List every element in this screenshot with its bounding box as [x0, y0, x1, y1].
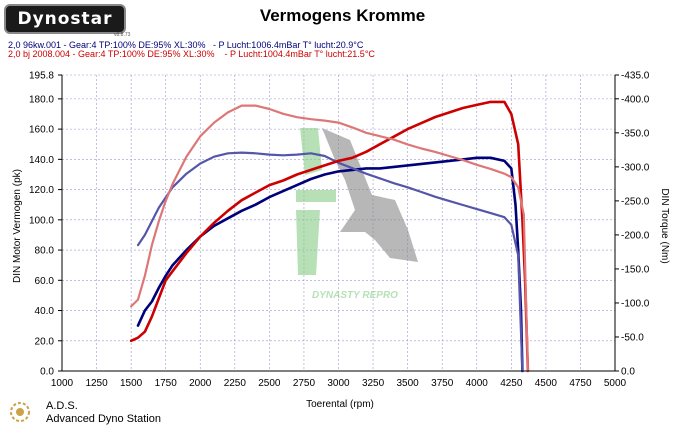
series-line-1-power — [136, 156, 524, 373]
x-tick-label: 3500 — [397, 378, 420, 389]
watermark-text: DYNASTY REPRO — [312, 290, 398, 301]
y2-tick-label: -150.0 — [621, 264, 650, 275]
y-tick-label: 180.0 — [29, 94, 54, 105]
y-tick-label: 40.0 — [35, 306, 55, 317]
x-tick-label: 5000 — [604, 378, 627, 389]
x-tick-label: 2500 — [258, 378, 281, 389]
y-tick-label: 60.0 — [35, 276, 55, 287]
ads-logo — [10, 402, 30, 422]
y2-tick-label: -250.0 — [621, 196, 650, 207]
chart-axes: 1000 1250 1500 1750 2000 2250 2500 2750 3000 3250… — [29, 71, 650, 390]
y2-axis-label: DIN Torque (Nm) — [659, 188, 670, 263]
y-tick-label: 120.0 — [29, 185, 54, 196]
run2-info: 2,0 bj 2008.004 - Gear:4 TP:100% DE:95% … — [8, 49, 375, 59]
y-tick-label: 100.0 — [29, 215, 54, 226]
series-line-4-torque — [130, 104, 530, 373]
x-tick-label: 1750 — [155, 378, 178, 389]
chart-series — [129, 100, 530, 373]
x-tick-label: 3000 — [327, 378, 350, 389]
watermark-logo: DYNASTY REPRO — [296, 128, 418, 301]
ads-subtitle: Advanced Dyno Station — [46, 413, 161, 425]
ads-company: A.D.S. — [46, 400, 78, 412]
watermark-dragon — [322, 128, 418, 262]
y2-tick-label: -400.0 — [621, 94, 650, 105]
dynostar-logo: Dynostar — [4, 4, 126, 34]
series-line-2-torque — [136, 151, 524, 373]
y2-tick-label: -350.0 — [621, 128, 650, 139]
watermark-shape — [296, 128, 336, 275]
logo-text: Dynostar — [17, 9, 113, 29]
x-tick-label: 4500 — [535, 378, 558, 389]
x-tick-label: 4000 — [466, 378, 489, 389]
y2-tick-label: -435.0 — [621, 71, 650, 82]
y-tick-label: 195.8 — [29, 71, 54, 82]
y-tick-label: 0.0 — [40, 367, 54, 378]
ads-footer: A.D.S. Advanced Dyno Station — [46, 400, 161, 426]
y2-tick-label: -100.0 — [621, 298, 650, 309]
logo-version: v8.8.73 — [114, 32, 131, 38]
x-tick-label: 1250 — [85, 378, 108, 389]
x-tick-label: 2250 — [224, 378, 247, 389]
y2-tick-label: 0.0 — [621, 367, 635, 378]
y2-tick-label: -200.0 — [621, 230, 650, 241]
x-tick-label: 1500 — [120, 378, 143, 389]
x-tick-label: 3750 — [431, 378, 454, 389]
x-tick-label: 1000 — [51, 378, 74, 389]
x-tick-label: 3250 — [362, 378, 385, 389]
x-tick-label: 2000 — [189, 378, 212, 389]
x-tick-label: 4750 — [569, 378, 592, 389]
chart-grid — [61, 74, 616, 372]
y-tick-label: 160.0 — [29, 125, 54, 136]
x-tick-label: 4250 — [500, 378, 523, 389]
y2-tick-label: -50.0 — [621, 332, 644, 343]
y-tick-label: 80.0 — [35, 246, 55, 257]
y-axis-label: DIN Motor Vermogen (pk) — [12, 169, 23, 283]
y-tick-label: 20.0 — [35, 336, 55, 347]
chart-title: Vermogens Kromme — [259, 6, 426, 25]
series-line-3-power — [129, 100, 530, 373]
x-tick-label: 2750 — [293, 378, 316, 389]
run1-info: 2,0 96kw.001 - Gear:4 TP:100% DE:95% XL:… — [8, 40, 364, 50]
x-axis-label: Toerental (rpm) — [306, 399, 374, 410]
y-tick-label: 140.0 — [29, 155, 54, 166]
y2-tick-label: -300.0 — [621, 162, 650, 173]
